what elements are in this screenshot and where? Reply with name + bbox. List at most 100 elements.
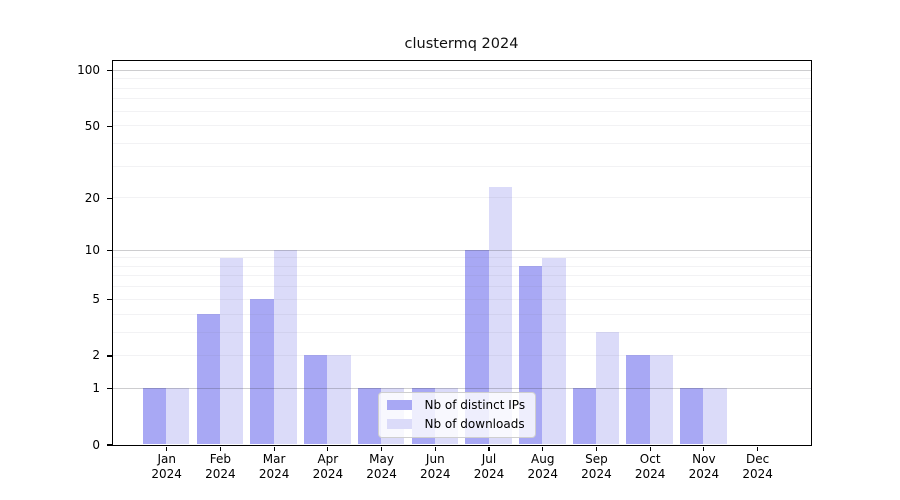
grid-layer [112,61,811,445]
x-tick-year: 2024 [473,466,505,481]
x-tick [273,446,275,451]
x-tick-year: 2024 [527,466,558,481]
legend-item-distinct-ips: Nb of distinct IPs [386,397,526,412]
y-tick [106,125,112,127]
gridline-minor [112,197,811,199]
bar-mar-ips [250,299,274,445]
bar-nov-downloads [703,388,727,445]
bar-may-ips [357,388,382,445]
x-tick-year: 2024 [312,466,344,481]
x-tick [380,446,383,451]
y-tick [106,70,112,72]
x-tick-year: 2024 [420,466,451,481]
y-tick [106,355,112,357]
x-tick-year: 2024 [581,466,612,481]
chart-title: clustermq 2024 [404,36,519,52]
x-tick [757,446,759,451]
x-tick-year: 2024 [258,466,290,481]
gridline-minor [112,265,811,267]
gridline-major [112,69,811,71]
x-tick-month: May [369,452,394,466]
bar-feb-downloads [219,257,244,445]
x-tick-label: Sep 2024 [568,452,624,481]
bar-oct-downloads [649,355,673,445]
legend-swatch-distinct-ips [386,399,412,410]
x-tick [488,446,490,451]
x-tick-label: Apr 2024 [300,452,356,481]
x-tick-month: Aug [531,452,555,466]
gridline-minor [112,286,811,288]
plot-area: Nb of distinct IPs Nb of downloads [111,59,812,446]
gridline-minor [112,142,811,144]
legend-label-downloads: Nb of downloads [424,416,525,431]
x-tick-month: Jan [157,452,176,466]
x-tick-month: Sep [585,452,608,466]
gridline-minor [112,125,811,127]
y-tick [106,388,112,390]
x-tick-label: Mar 2024 [246,452,302,481]
x-tick-year: 2024 [742,466,773,481]
y-tick-label: 50 [84,118,100,133]
x-tick-label: Nov 2024 [676,452,732,481]
bar-mar-downloads [273,250,297,445]
x-tick-month: Oct [639,452,661,466]
gridline-minor [112,165,811,167]
x-tick-label: May 2024 [354,452,410,481]
x-tick-label: Jul 2024 [461,452,517,481]
bar-apr-downloads [327,355,351,445]
bar-nov-ips [680,388,704,445]
gridline-minor [112,298,811,300]
gridline-major [112,249,811,251]
gridline-minor [112,331,811,333]
x-tick-label: Jun 2024 [407,452,463,481]
x-tick-year: 2024 [634,466,666,481]
y-tick [106,444,112,446]
gridline-minor [112,110,811,112]
gridline-minor [112,98,811,100]
y-tick-label: 20 [84,190,100,205]
x-tick-month: Feb [209,452,232,466]
y-tick-label: 5 [92,292,100,307]
x-tick-label: Dec 2024 [730,452,786,481]
y-tick-label: 1 [92,381,100,396]
x-tick-label: Jan 2024 [139,452,195,481]
gridline-minor [112,275,811,277]
y-tick-label: 100 [77,63,100,78]
legend-label-distinct-ips: Nb of distinct IPs [424,397,526,412]
x-tick-label: Feb 2024 [192,452,248,481]
x-tick [327,446,329,451]
bar-oct-ips [626,355,650,445]
y-tick-label: 0 [92,437,100,452]
bar-jan-downloads [166,388,190,445]
bar-jan-ips [142,388,167,445]
x-tick-month: Nov [692,452,716,466]
gridline-minor [112,354,811,356]
x-tick [542,446,544,451]
gridline-minor [112,78,811,80]
x-tick [703,446,705,451]
y-tick [106,197,112,199]
x-tick [595,446,598,451]
x-tick-month: Apr [317,452,339,466]
bar-apr-ips [304,355,328,445]
x-tick [219,446,221,451]
x-tick-month: Jul [481,452,497,466]
bar-feb-ips [196,314,220,445]
y-tick [106,299,112,301]
x-tick [166,446,168,451]
x-tick-year: 2024 [688,466,720,481]
gridline-minor [112,87,811,89]
x-tick-year: 2024 [366,466,397,481]
x-tick-year: 2024 [151,466,182,481]
y-tick [106,249,112,252]
x-tick-label: Oct 2024 [622,452,678,481]
legend: Nb of distinct IPs Nb of downloads [377,391,537,438]
gridline-major [112,387,811,389]
x-tick-month: Mar [262,452,286,466]
legend-item-downloads: Nb of downloads [386,416,526,431]
x-tick-label: Aug 2024 [515,452,571,481]
bar-jul-downloads [488,186,512,445]
gridline-minor [112,313,811,315]
y-tick-label: 2 [92,348,100,363]
